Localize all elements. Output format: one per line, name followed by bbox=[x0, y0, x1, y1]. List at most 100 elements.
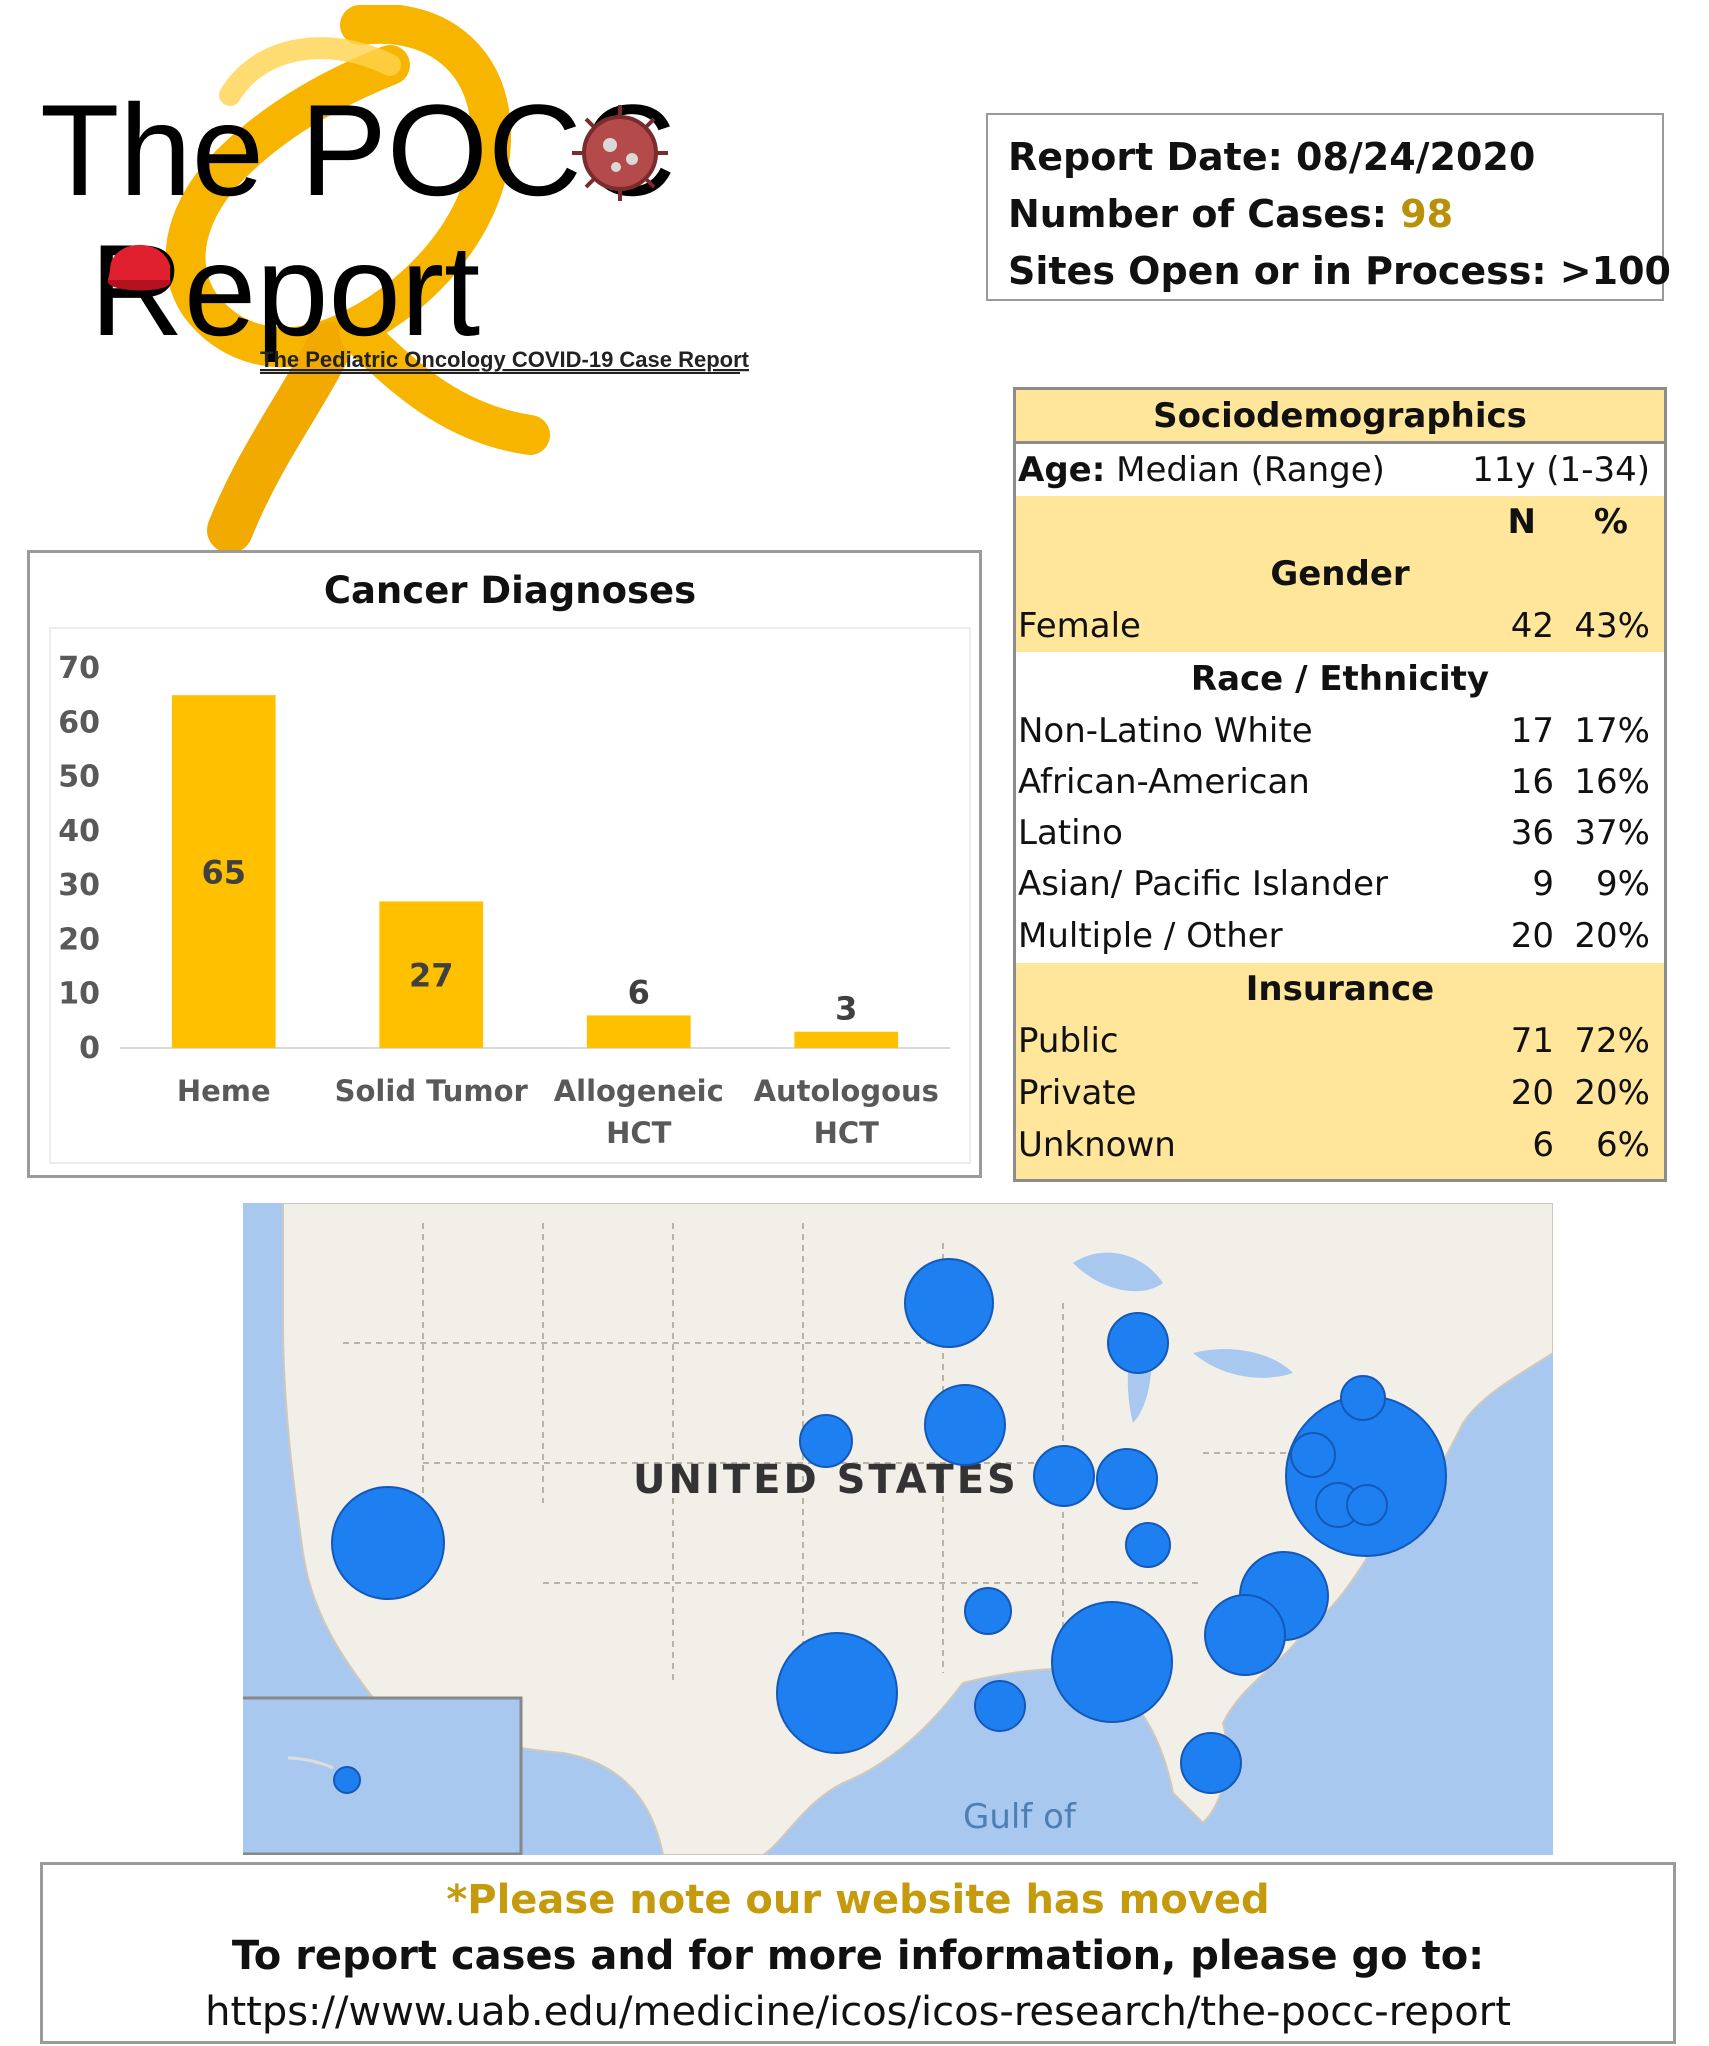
footer-notice: *Please note our website has moved To re… bbox=[40, 1862, 1676, 2044]
x-tick-label: HCT bbox=[814, 1116, 880, 1150]
x-tick-label: Solid Tumor bbox=[335, 1074, 529, 1108]
row-label: Multiple / Other bbox=[1018, 916, 1283, 956]
x-tick-label: Heme bbox=[177, 1074, 271, 1108]
row-label: Female bbox=[1018, 606, 1141, 646]
race-heading: Race / Ethnicity bbox=[1190, 659, 1490, 699]
y-tick-label: 60 bbox=[58, 705, 100, 740]
race-heading-row: Race / Ethnicity bbox=[1016, 653, 1664, 705]
awareness-ribbon-icon bbox=[165, 3, 550, 553]
gender-heading: Gender bbox=[1270, 554, 1410, 594]
table-row: Public 71 72% bbox=[1016, 1015, 1664, 1067]
baseball-cap-icon bbox=[107, 244, 171, 291]
table-row: Unknown 6 6% bbox=[1016, 1119, 1664, 1179]
sociodemographics-table: Sociodemographics Age: Median (Range) 11… bbox=[1013, 387, 1667, 1182]
table-row: Multiple / Other 20 20% bbox=[1016, 910, 1664, 962]
table-row: Asian/ Pacific Islander 9 9% bbox=[1016, 858, 1664, 910]
row-pct: 37% bbox=[1574, 813, 1650, 853]
case-count-value: 98 bbox=[1400, 192, 1454, 236]
row-n: 16 bbox=[1510, 762, 1554, 802]
y-tick-label: 30 bbox=[58, 868, 100, 903]
report-date-value: 08/24/2020 bbox=[1296, 135, 1536, 179]
case-markers bbox=[331, 1258, 1447, 1794]
map-marker bbox=[974, 1680, 1026, 1732]
map-marker bbox=[924, 1384, 1006, 1466]
virus-icon bbox=[572, 105, 668, 201]
row-label: Private bbox=[1018, 1073, 1137, 1113]
insurance-heading-row: Insurance bbox=[1016, 963, 1664, 1015]
row-pct: 20% bbox=[1574, 1073, 1650, 1113]
row-n: 42 bbox=[1510, 606, 1554, 646]
row-label: Public bbox=[1018, 1021, 1119, 1061]
data-label: 65 bbox=[201, 854, 246, 892]
y-tick-label: 50 bbox=[58, 760, 100, 795]
sites-label: Sites Open or in Process: bbox=[1008, 249, 1547, 293]
cancer-diagnoses-chart: Cancer Diagnoses 0 10 20 30 40 50 60 70 65 Heme 27… bbox=[27, 550, 982, 1178]
chart-svg: Cancer Diagnoses 0 10 20 30 40 50 60 70 65 Heme 27… bbox=[49, 569, 971, 1164]
row-pct: 17% bbox=[1574, 711, 1650, 751]
report-url-link[interactable]: https://www.uab.edu/medicine/icos/icos-r… bbox=[205, 1989, 1511, 2035]
map-marker bbox=[1033, 1445, 1095, 1507]
row-pct: 72% bbox=[1574, 1021, 1650, 1061]
insurance-heading: Insurance bbox=[1245, 969, 1435, 1009]
report-date-line: Report Date: 08/24/2020 bbox=[1008, 129, 1662, 186]
row-pct: 9% bbox=[1596, 864, 1650, 904]
row-label: Latino bbox=[1018, 813, 1123, 853]
water-label: Gulf of bbox=[963, 1797, 1077, 1837]
bar bbox=[379, 901, 484, 1048]
socio-title-row: Sociodemographics bbox=[1016, 390, 1664, 442]
table-row: Non-Latino White 17 17% bbox=[1016, 705, 1664, 757]
logo-line1: The POCC bbox=[40, 77, 676, 223]
data-label: 6 bbox=[628, 973, 650, 1011]
gender-heading-row: Gender bbox=[1016, 548, 1664, 600]
row-pct: 20% bbox=[1574, 916, 1650, 956]
map-marker bbox=[1107, 1312, 1169, 1374]
row-pct: 6% bbox=[1596, 1125, 1650, 1165]
plot-area-border bbox=[49, 627, 971, 1164]
age-sub-label: Median (Range) bbox=[1116, 450, 1385, 490]
age-value: 11y (1-34) bbox=[1472, 450, 1650, 490]
map-marker bbox=[776, 1632, 898, 1754]
map-marker bbox=[964, 1587, 1012, 1635]
row-n: 9 bbox=[1532, 864, 1554, 904]
map-marker bbox=[1290, 1432, 1336, 1478]
website-moved-note: *Please note our website has moved bbox=[446, 1877, 1270, 1923]
y-tick-label: 20 bbox=[58, 922, 100, 957]
x-tick-label: HCT bbox=[606, 1116, 672, 1150]
map-marker bbox=[333, 1766, 361, 1794]
logo-graphic: The POCC Report The Pediatric Oncology C… bbox=[40, 3, 750, 553]
row-n: 17 bbox=[1510, 711, 1554, 751]
bar bbox=[794, 1031, 899, 1048]
report-date-label: Report Date: bbox=[1008, 135, 1283, 179]
map-marker bbox=[331, 1486, 445, 1600]
col-n-header: N bbox=[1507, 502, 1536, 542]
bar bbox=[586, 1015, 691, 1048]
row-n: 6 bbox=[1532, 1125, 1554, 1165]
socio-title: Sociodemographics bbox=[1153, 396, 1527, 436]
table-row: Private 20 20% bbox=[1016, 1067, 1664, 1119]
table-row: African-American 16 16% bbox=[1016, 756, 1664, 808]
data-label: 3 bbox=[835, 990, 857, 1028]
pocc-logo: The POCC Report The Pediatric Oncology C… bbox=[30, 3, 770, 553]
map-marker bbox=[1340, 1375, 1386, 1421]
table-row: Latino 36 37% bbox=[1016, 807, 1664, 859]
map-marker bbox=[1125, 1522, 1171, 1568]
map-marker bbox=[904, 1258, 994, 1348]
report-summary-box: Report Date: 08/24/2020 Number of Cases:… bbox=[986, 113, 1671, 301]
map-marker bbox=[1180, 1732, 1242, 1794]
bar bbox=[171, 695, 276, 1048]
case-count-label: Number of Cases: bbox=[1008, 192, 1387, 236]
age-label: Age: bbox=[1018, 450, 1106, 490]
logo-tagline: The Pediatric Oncology COVID-19 Case Rep… bbox=[260, 347, 750, 372]
map-marker bbox=[1096, 1448, 1158, 1510]
map-marker bbox=[1346, 1484, 1388, 1526]
row-n: 71 bbox=[1510, 1021, 1554, 1061]
sites-line: Sites Open or in Process: >100 bbox=[1008, 243, 1671, 300]
x-tick-label: Autologous bbox=[754, 1074, 939, 1108]
y-tick-label: 10 bbox=[58, 977, 100, 1012]
report-instruction: To report cases and for more information… bbox=[231, 1933, 1485, 1979]
age-row: Age: Median (Range) 11y (1-34) bbox=[1016, 444, 1664, 496]
map-marker bbox=[799, 1414, 853, 1468]
table-row: Female 42 43% bbox=[1016, 600, 1664, 652]
map-marker bbox=[1204, 1594, 1286, 1676]
row-label: Non-Latino White bbox=[1018, 711, 1313, 751]
